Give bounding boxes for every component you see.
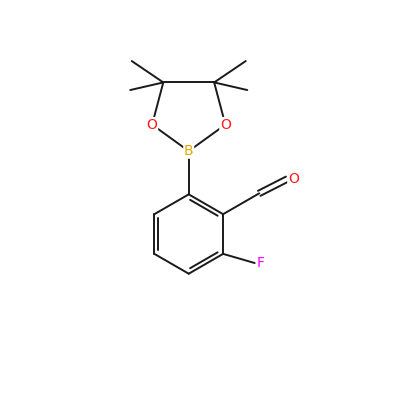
Text: O: O [146,118,157,131]
Text: O: O [288,172,299,186]
Text: B: B [184,144,193,158]
Text: F: F [257,256,265,270]
Text: O: O [220,118,231,131]
